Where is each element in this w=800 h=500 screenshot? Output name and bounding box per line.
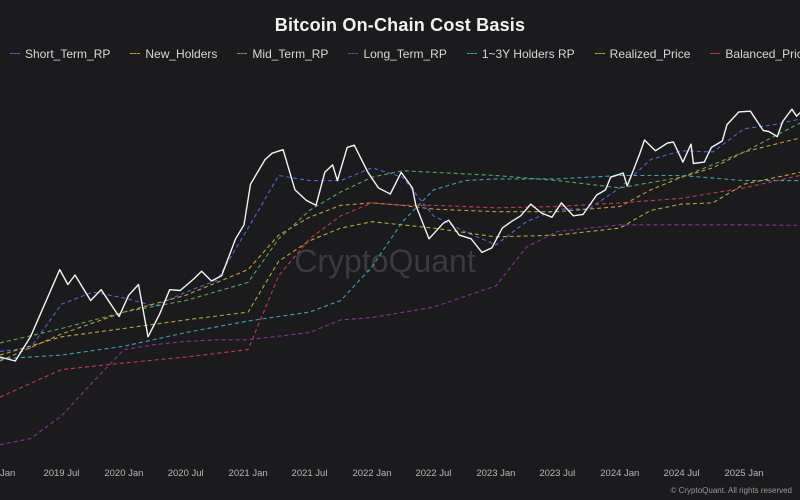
legend-label: Balanced_Price bbox=[725, 46, 800, 61]
legend: Short_Term_RP New_Holders Mid_Term_RP Long_… bbox=[10, 43, 800, 61]
series-line-1-3y-holders-rp[interactable] bbox=[0, 174, 800, 360]
series-line-balanced-price[interactable] bbox=[0, 174, 800, 398]
legend-swatch bbox=[466, 53, 477, 54]
copyright-credit: © CryptoQuant. All rights reserved bbox=[670, 486, 793, 495]
x-tick-label: 2021 Jan bbox=[229, 468, 268, 479]
series-line-long-term-rp[interactable] bbox=[0, 224, 800, 446]
series-line-short-term-rp[interactable] bbox=[0, 118, 800, 352]
legend-label: Mid_Term_RP bbox=[252, 46, 329, 61]
legend-label: Short_Term_RP bbox=[25, 46, 111, 61]
legend-swatch bbox=[594, 53, 605, 54]
legend-label: Realized_Price bbox=[609, 46, 691, 61]
x-tick-label: 2024 Jul bbox=[664, 468, 700, 479]
x-tick-label: Jan bbox=[0, 468, 15, 479]
x-tick-label: 2023 Jan bbox=[476, 468, 515, 479]
x-tick-label: 2020 Jan bbox=[104, 468, 143, 479]
legend-item[interactable]: 1~3Y Holders RP bbox=[466, 46, 575, 61]
x-tick-label: 2021 Jul bbox=[292, 468, 328, 479]
legend-item[interactable]: Long_Term_RP bbox=[348, 46, 447, 61]
x-tick-label: 2022 Jan bbox=[352, 468, 391, 479]
legend-label: Long_Term_RP bbox=[363, 46, 447, 61]
legend-item[interactable]: New_Holders bbox=[130, 47, 217, 61]
legend-label: New_Holders bbox=[145, 46, 218, 61]
x-tick-label: 2022 Jul bbox=[415, 468, 451, 479]
x-tick-label: 2020 Jul bbox=[168, 468, 204, 479]
legend-item[interactable]: Realized_Price bbox=[594, 46, 691, 61]
x-tick-label: 2023 Jul bbox=[539, 468, 575, 479]
series-layer bbox=[0, 108, 800, 446]
watermark: CryptoQuant bbox=[294, 243, 476, 279]
legend-swatch bbox=[130, 53, 141, 54]
legend-item[interactable]: Short_Term_RP bbox=[10, 47, 110, 61]
legend-item[interactable]: Balanced_Price bbox=[710, 47, 800, 61]
legend-swatch bbox=[710, 53, 721, 54]
legend-swatch bbox=[237, 53, 248, 54]
x-tick-label: 2024 Jan bbox=[600, 468, 639, 479]
chart-title: Bitcoin On-Chain Cost Basis bbox=[274, 15, 526, 35]
x-tick-label: 2019 Jul bbox=[43, 468, 79, 479]
legend-item[interactable]: Mid_Term_RP bbox=[237, 47, 328, 61]
legend-swatch bbox=[348, 53, 359, 54]
series-line-realized-price[interactable] bbox=[0, 171, 800, 356]
legend-label: 1~3Y Holders RP bbox=[481, 46, 575, 61]
legend-swatch bbox=[10, 53, 20, 54]
x-tick-label: 2025 Jan bbox=[724, 468, 763, 479]
x-axis: Jan 2019 Jul 2020 Jan 2020 Jul 2021 Jan 2021 … bbox=[0, 468, 764, 479]
series-line-btc-spot-price[interactable] bbox=[0, 108, 800, 362]
